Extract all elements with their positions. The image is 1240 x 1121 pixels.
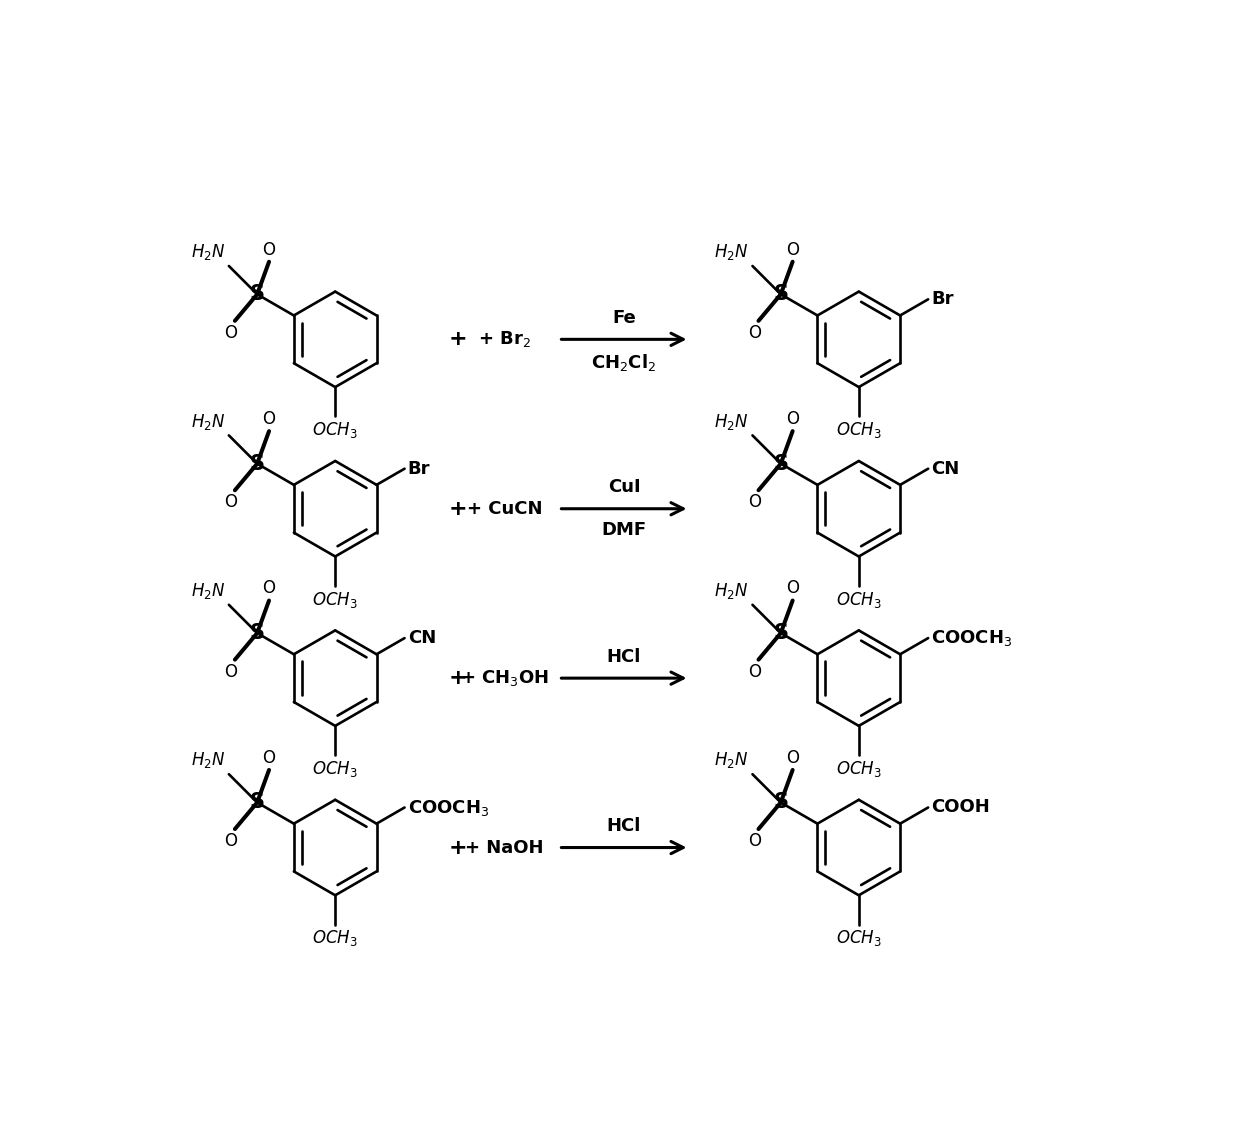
Text: $H_2N$: $H_2N$ (191, 750, 224, 770)
Text: COOCH$_3$: COOCH$_3$ (408, 797, 489, 817)
Text: DMF: DMF (601, 521, 646, 539)
Text: + CH$_3$OH: + CH$_3$OH (460, 668, 549, 688)
Text: $OCH_3$: $OCH_3$ (312, 928, 358, 948)
Text: O: O (786, 241, 799, 259)
Text: $H_2N$: $H_2N$ (714, 242, 749, 262)
Text: Fe: Fe (613, 309, 636, 327)
Text: S: S (249, 285, 264, 304)
Text: HCl: HCl (606, 817, 641, 835)
Text: CH$_2$Cl$_2$: CH$_2$Cl$_2$ (591, 352, 657, 372)
Text: S: S (774, 623, 789, 643)
Text: $OCH_3$: $OCH_3$ (312, 420, 358, 441)
Text: $H_2N$: $H_2N$ (714, 411, 749, 432)
Text: O: O (748, 493, 761, 511)
Text: CN: CN (408, 629, 436, 647)
Text: Br: Br (408, 460, 430, 478)
Text: +: + (449, 837, 467, 858)
Text: O: O (748, 832, 761, 850)
Text: $OCH_3$: $OCH_3$ (836, 590, 882, 610)
Text: $H_2N$: $H_2N$ (191, 581, 224, 601)
Text: O: O (224, 493, 238, 511)
Text: S: S (774, 285, 789, 304)
Text: COOH: COOH (931, 798, 990, 816)
Text: S: S (774, 793, 789, 813)
Text: $H_2N$: $H_2N$ (191, 411, 224, 432)
Text: + CuCN: + CuCN (466, 500, 542, 518)
Text: $OCH_3$: $OCH_3$ (312, 759, 358, 779)
Text: O: O (786, 749, 799, 767)
Text: + Br$_2$: + Br$_2$ (479, 330, 531, 350)
Text: O: O (786, 580, 799, 597)
Text: O: O (224, 324, 238, 342)
Text: S: S (249, 623, 264, 643)
Text: $H_2N$: $H_2N$ (714, 750, 749, 770)
Text: O: O (748, 663, 761, 680)
Text: $OCH_3$: $OCH_3$ (836, 759, 882, 779)
Text: +: + (449, 499, 467, 519)
Text: S: S (249, 793, 264, 813)
Text: O: O (786, 410, 799, 428)
Text: + NaOH: + NaOH (465, 839, 544, 856)
Text: O: O (748, 324, 761, 342)
Text: O: O (224, 663, 238, 680)
Text: $H_2N$: $H_2N$ (714, 581, 749, 601)
Text: Br: Br (931, 290, 954, 308)
Text: $OCH_3$: $OCH_3$ (836, 928, 882, 948)
Text: O: O (224, 832, 238, 850)
Text: S: S (774, 454, 789, 474)
Text: $H_2N$: $H_2N$ (191, 242, 224, 262)
Text: O: O (263, 241, 275, 259)
Text: CuI: CuI (608, 479, 640, 497)
Text: S: S (249, 454, 264, 474)
Text: O: O (263, 580, 275, 597)
Text: O: O (263, 749, 275, 767)
Text: HCl: HCl (606, 648, 641, 666)
Text: COOCH$_3$: COOCH$_3$ (931, 628, 1012, 648)
Text: O: O (263, 410, 275, 428)
Text: $OCH_3$: $OCH_3$ (836, 420, 882, 441)
Text: CN: CN (931, 460, 960, 478)
Text: +: + (449, 330, 467, 350)
Text: $OCH_3$: $OCH_3$ (312, 590, 358, 610)
Text: +: + (449, 668, 467, 688)
